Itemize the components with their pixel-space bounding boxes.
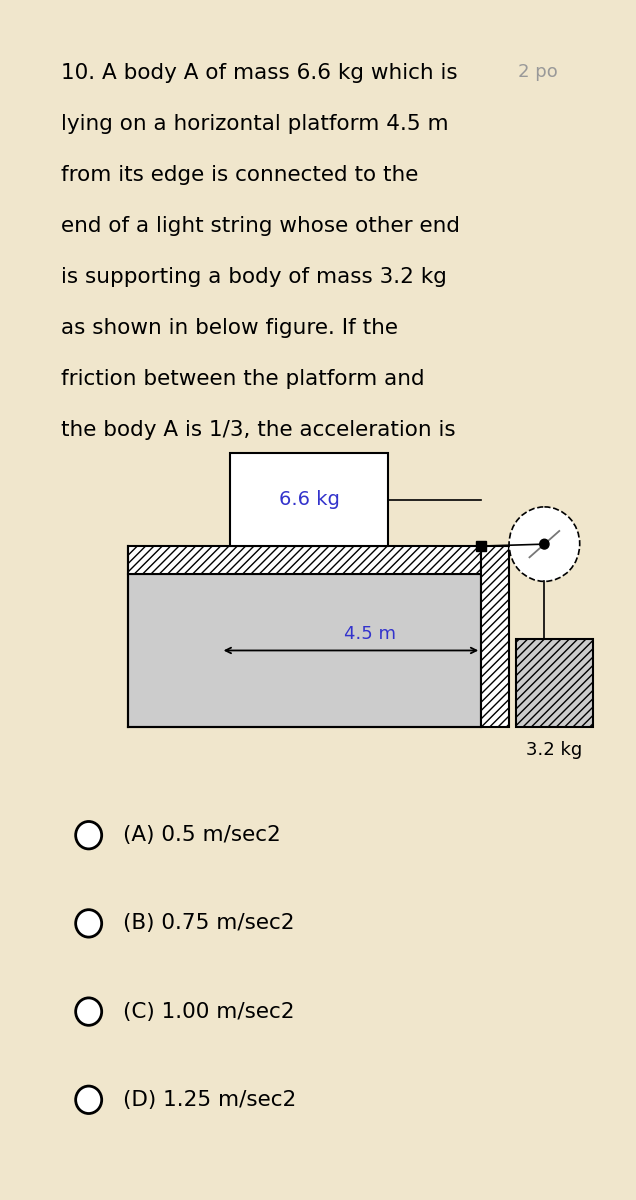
Circle shape — [76, 910, 102, 937]
Circle shape — [76, 1086, 102, 1114]
Circle shape — [76, 998, 102, 1025]
Circle shape — [540, 539, 549, 550]
Text: (B) 0.75 m/sec2: (B) 0.75 m/sec2 — [123, 913, 294, 934]
Text: as shown in below figure. If the: as shown in below figure. If the — [61, 318, 398, 337]
Text: 2 po: 2 po — [518, 62, 558, 80]
Text: friction between the platform and: friction between the platform and — [61, 368, 424, 389]
Bar — [516, 640, 593, 727]
Bar — [128, 574, 481, 727]
Text: (D) 1.25 m/sec2: (D) 1.25 m/sec2 — [123, 1090, 296, 1110]
Text: (C) 1.00 m/sec2: (C) 1.00 m/sec2 — [123, 1002, 294, 1021]
Text: the body A is 1/3, the acceleration is: the body A is 1/3, the acceleration is — [61, 420, 455, 439]
Bar — [481, 546, 509, 727]
Bar — [476, 541, 487, 552]
Bar — [128, 546, 481, 574]
Text: from its edge is connected to the: from its edge is connected to the — [61, 164, 418, 185]
Text: (A) 0.5 m/sec2: (A) 0.5 m/sec2 — [123, 826, 281, 845]
Text: 3.2 kg: 3.2 kg — [527, 742, 583, 760]
Text: 10. A body A of mass 6.6 kg which is: 10. A body A of mass 6.6 kg which is — [61, 62, 457, 83]
Text: lying on a horizontal platform 4.5 m: lying on a horizontal platform 4.5 m — [61, 114, 448, 134]
Bar — [230, 452, 388, 546]
Circle shape — [509, 506, 580, 581]
Circle shape — [76, 822, 102, 848]
Text: 4.5 m: 4.5 m — [343, 625, 396, 643]
Text: is supporting a body of mass 3.2 kg: is supporting a body of mass 3.2 kg — [61, 266, 446, 287]
Text: end of a light string whose other end: end of a light string whose other end — [61, 216, 460, 236]
Text: 6.6 kg: 6.6 kg — [279, 490, 340, 509]
